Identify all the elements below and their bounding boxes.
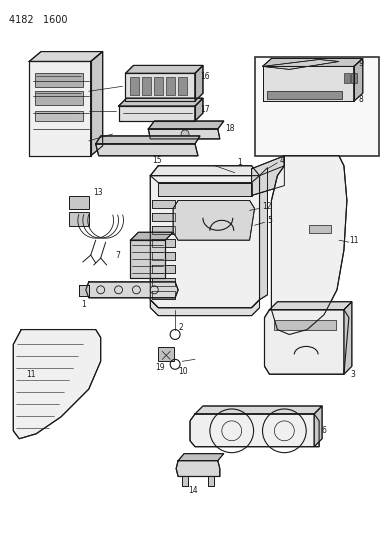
- Polygon shape: [152, 227, 175, 234]
- Polygon shape: [195, 98, 203, 121]
- Text: 15: 15: [152, 156, 162, 165]
- Bar: [254, 56, 378, 156]
- Text: 17: 17: [200, 104, 210, 114]
- Text: 12: 12: [263, 202, 272, 211]
- Polygon shape: [176, 461, 220, 477]
- Text: 4: 4: [279, 156, 284, 165]
- Polygon shape: [265, 310, 349, 374]
- Bar: [309, 225, 331, 233]
- Polygon shape: [152, 200, 175, 208]
- Polygon shape: [152, 213, 175, 221]
- Bar: [274, 320, 336, 329]
- Polygon shape: [96, 136, 200, 144]
- Polygon shape: [252, 156, 284, 196]
- Polygon shape: [126, 66, 203, 74]
- Text: 10: 10: [178, 367, 188, 376]
- Bar: [351, 74, 357, 83]
- Text: 19: 19: [155, 363, 165, 372]
- Polygon shape: [314, 406, 322, 447]
- Polygon shape: [91, 52, 103, 156]
- Polygon shape: [126, 74, 195, 101]
- Bar: [166, 77, 175, 95]
- Text: 11: 11: [26, 370, 36, 379]
- Text: 3: 3: [351, 370, 356, 379]
- Polygon shape: [150, 300, 259, 316]
- Polygon shape: [152, 278, 175, 286]
- Text: 1: 1: [81, 300, 86, 309]
- Text: 5: 5: [268, 216, 272, 225]
- Polygon shape: [272, 156, 347, 335]
- Polygon shape: [79, 285, 89, 296]
- Polygon shape: [148, 129, 220, 139]
- Text: 8: 8: [359, 95, 364, 104]
- Bar: [178, 77, 187, 95]
- Bar: [35, 91, 83, 105]
- Text: 13: 13: [93, 188, 102, 197]
- Polygon shape: [150, 166, 259, 183]
- Polygon shape: [152, 265, 175, 273]
- Text: 7: 7: [116, 251, 121, 260]
- Polygon shape: [354, 59, 363, 101]
- Polygon shape: [195, 66, 203, 101]
- Polygon shape: [173, 200, 254, 240]
- Polygon shape: [208, 477, 214, 487]
- Polygon shape: [152, 252, 175, 260]
- Text: 6: 6: [321, 426, 326, 435]
- Text: 11: 11: [349, 236, 358, 245]
- Polygon shape: [344, 302, 352, 374]
- Polygon shape: [130, 240, 165, 278]
- Text: 14: 14: [188, 486, 198, 495]
- Text: 2: 2: [178, 323, 183, 332]
- Polygon shape: [148, 121, 224, 129]
- Polygon shape: [195, 406, 322, 414]
- Bar: [344, 74, 350, 83]
- Bar: [268, 91, 342, 99]
- Text: 18: 18: [225, 125, 234, 133]
- Polygon shape: [263, 59, 363, 67]
- Polygon shape: [158, 183, 252, 196]
- Polygon shape: [150, 176, 259, 308]
- Bar: [69, 196, 89, 209]
- Polygon shape: [263, 60, 339, 69]
- Polygon shape: [96, 144, 198, 156]
- Bar: [69, 212, 89, 227]
- Polygon shape: [259, 168, 268, 300]
- Polygon shape: [152, 239, 175, 247]
- Circle shape: [181, 130, 189, 138]
- Polygon shape: [178, 454, 224, 461]
- Polygon shape: [86, 282, 178, 298]
- Polygon shape: [13, 329, 101, 439]
- Polygon shape: [29, 52, 103, 61]
- Bar: [35, 111, 83, 121]
- Polygon shape: [182, 477, 188, 487]
- Polygon shape: [190, 414, 319, 447]
- Polygon shape: [119, 106, 195, 121]
- Bar: [130, 77, 139, 95]
- Text: 9: 9: [359, 59, 364, 68]
- Text: 16: 16: [200, 72, 210, 81]
- Bar: [35, 74, 83, 87]
- Text: 1: 1: [238, 158, 242, 167]
- Bar: [142, 77, 151, 95]
- Bar: [158, 348, 174, 361]
- Text: 4182   1600: 4182 1600: [9, 15, 68, 25]
- Polygon shape: [263, 67, 354, 101]
- Polygon shape: [270, 302, 352, 310]
- Polygon shape: [152, 291, 175, 299]
- Polygon shape: [130, 232, 173, 240]
- Bar: [154, 77, 163, 95]
- Polygon shape: [119, 98, 203, 106]
- Polygon shape: [29, 61, 91, 156]
